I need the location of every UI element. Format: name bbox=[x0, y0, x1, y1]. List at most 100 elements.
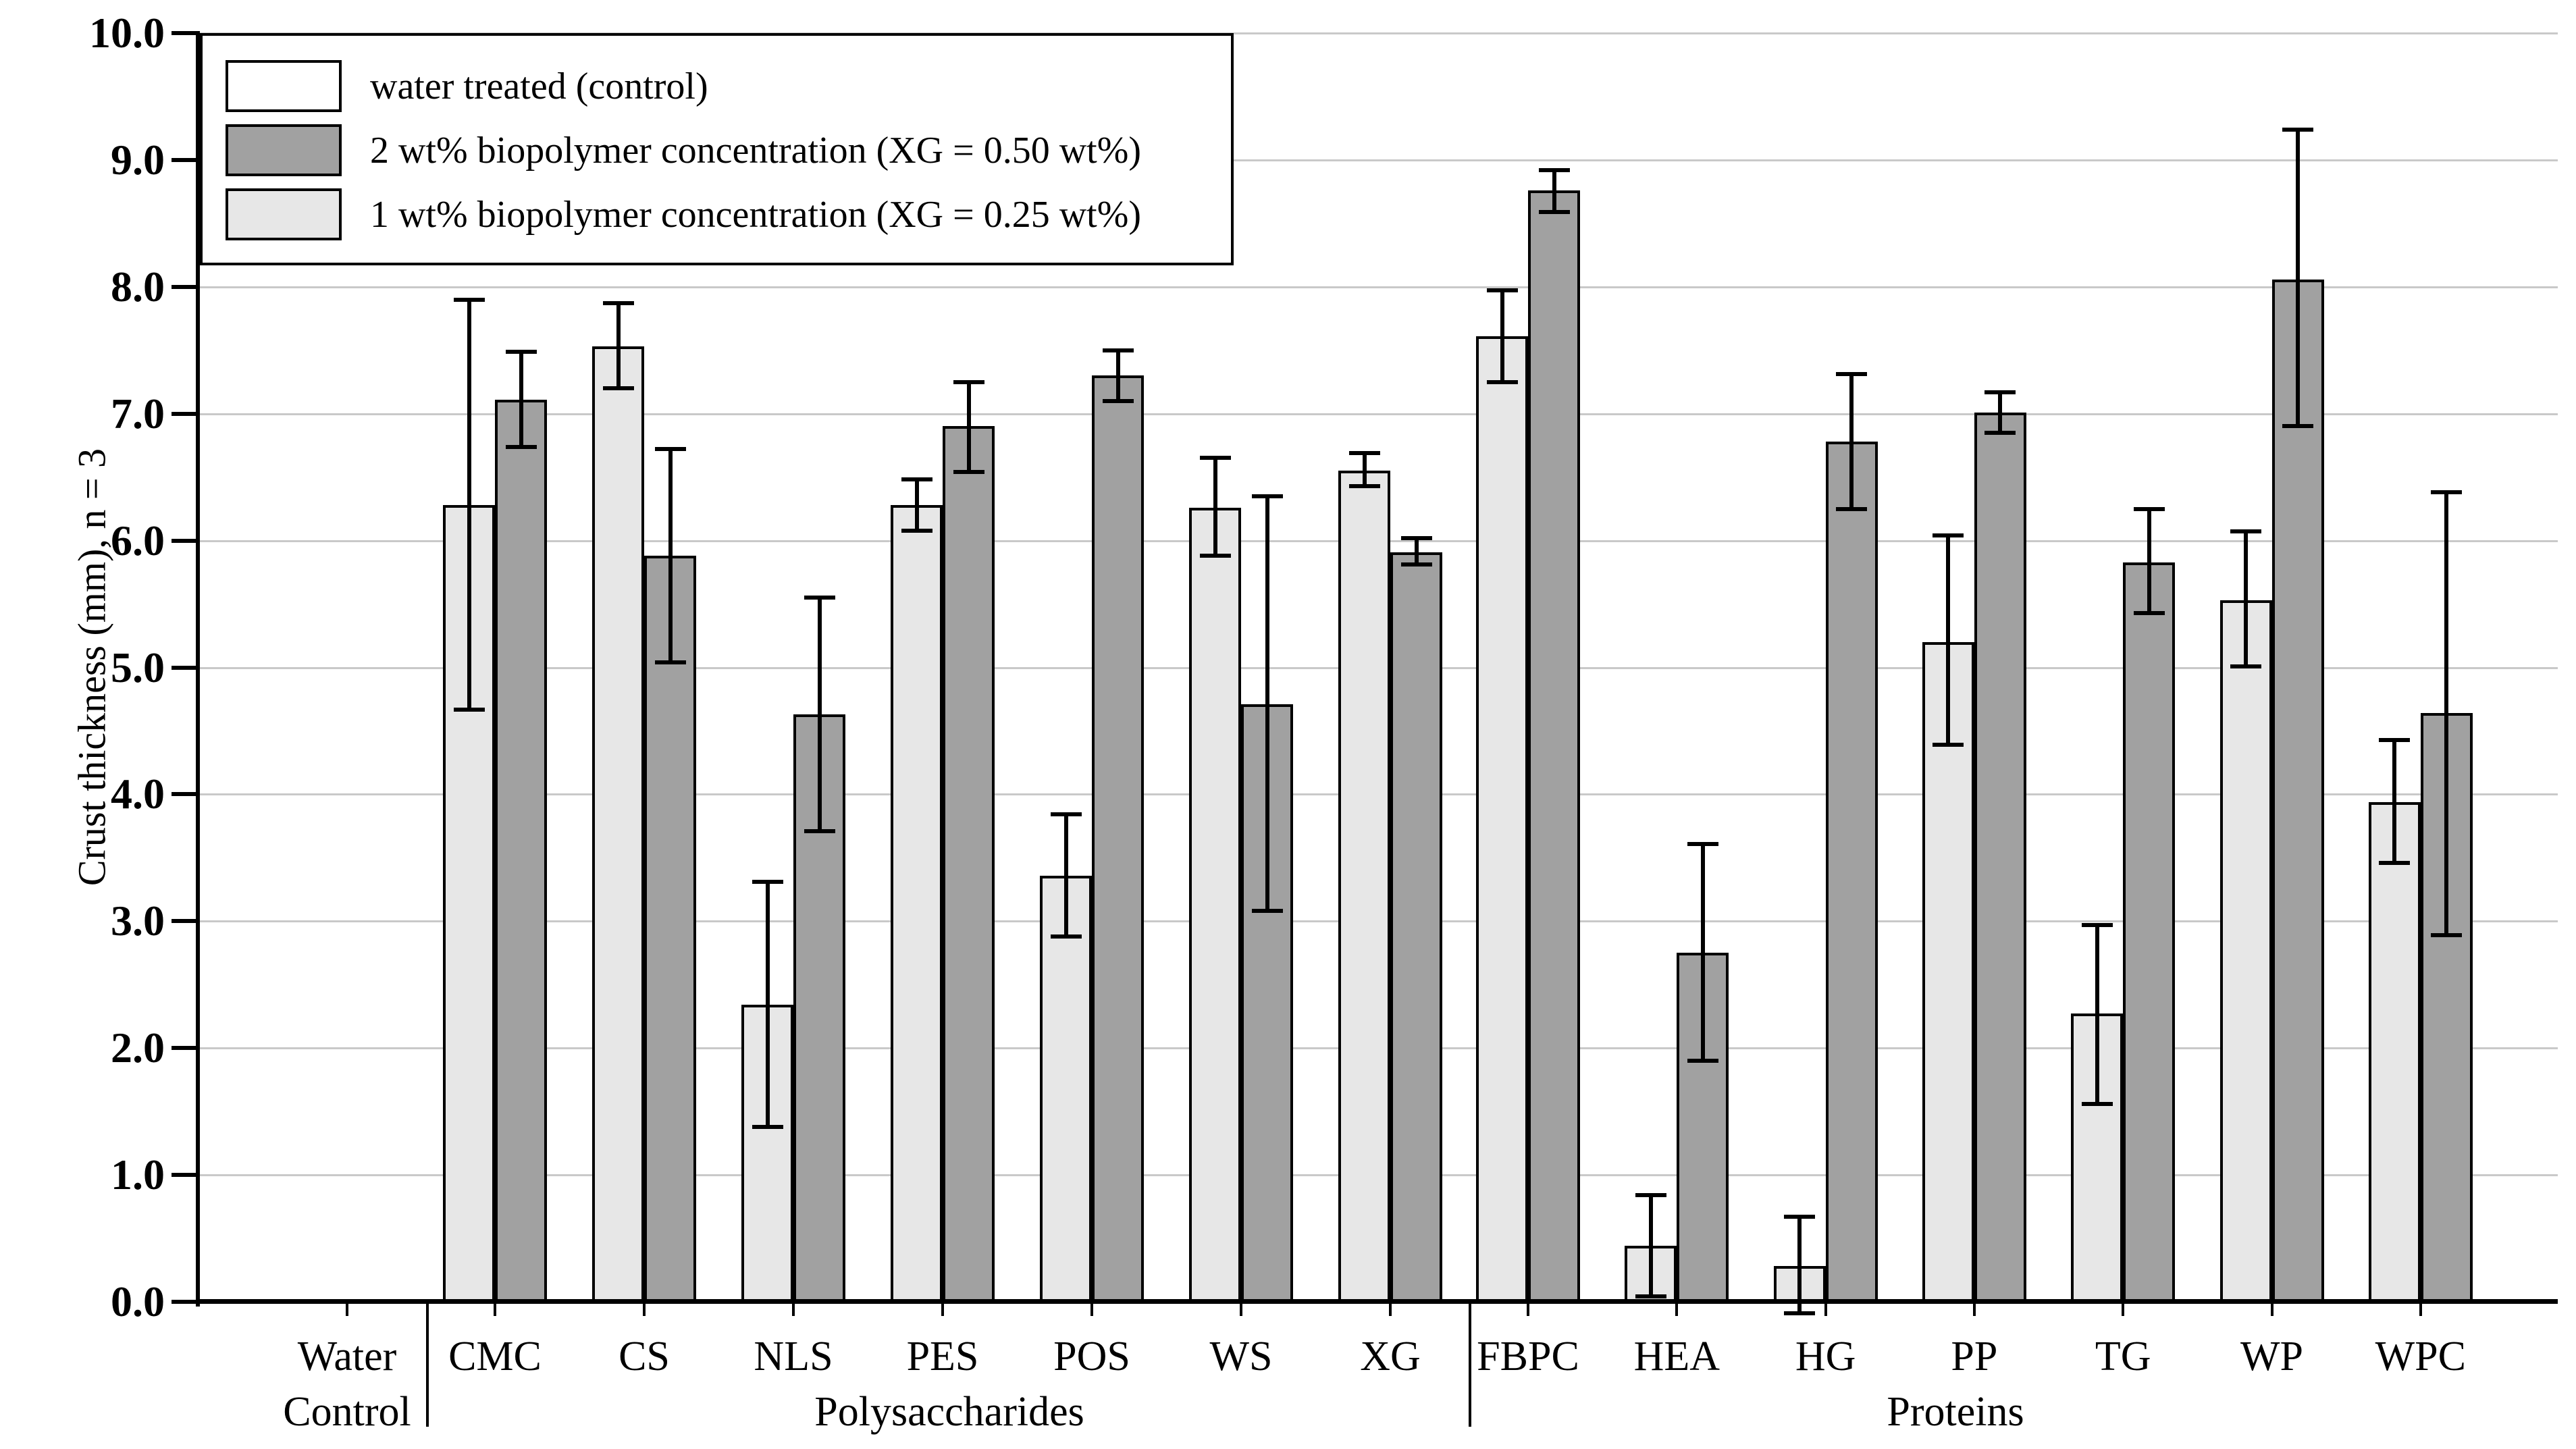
legend-swatch bbox=[226, 124, 342, 176]
error-bar bbox=[1500, 290, 1504, 382]
error-bar-cap-top bbox=[1199, 456, 1231, 460]
error-bar bbox=[1998, 392, 2003, 433]
error-bar bbox=[1414, 537, 1419, 565]
x-tick-mark bbox=[1240, 1302, 1242, 1316]
category-label: WPC bbox=[2375, 1334, 2466, 1379]
x-tick-mark bbox=[1389, 1302, 1392, 1316]
water-control-label-line2: Control bbox=[283, 1389, 411, 1435]
error-bar-cap-bottom bbox=[1486, 379, 1518, 384]
error-bar-cap-top bbox=[2431, 490, 2463, 495]
error-bar bbox=[1700, 843, 1705, 1061]
error-bar-cap-top bbox=[901, 477, 932, 482]
bar bbox=[2271, 279, 2324, 1302]
error-bar-cap-bottom bbox=[1538, 209, 1570, 214]
error-bar bbox=[1797, 1217, 1802, 1313]
y-tick-mark bbox=[172, 1300, 200, 1304]
category-label: PES bbox=[906, 1334, 979, 1379]
x-tick-mark bbox=[2419, 1302, 2422, 1316]
error-bar-cap-top bbox=[453, 297, 485, 302]
category-label: NLS bbox=[754, 1334, 833, 1379]
x-tick-mark bbox=[2270, 1302, 2273, 1316]
error-bar-cap-top bbox=[602, 301, 634, 306]
gridline bbox=[200, 286, 2558, 288]
error-bar-cap-top bbox=[1984, 390, 2016, 394]
bar bbox=[1092, 375, 1144, 1302]
error-bar-cap-top bbox=[1102, 348, 1134, 352]
y-tick-mark bbox=[172, 157, 200, 162]
error-bar-cap-top bbox=[752, 880, 783, 885]
error-bar-cap-bottom bbox=[1784, 1311, 1816, 1315]
y-tick-mark bbox=[172, 919, 200, 924]
error-bar bbox=[1648, 1195, 1653, 1297]
y-tick-mark bbox=[172, 284, 200, 289]
group-separator bbox=[426, 1302, 429, 1427]
bar bbox=[1189, 507, 1241, 1302]
error-bar-cap-bottom bbox=[1102, 398, 1134, 403]
y-tick-label: 4.0 bbox=[111, 770, 165, 818]
error-bar-cap-bottom bbox=[2282, 424, 2313, 429]
error-bar bbox=[914, 479, 919, 531]
category-label: XG bbox=[1360, 1334, 1421, 1379]
category-label: TG bbox=[2095, 1334, 2151, 1379]
bar bbox=[2368, 801, 2421, 1302]
category-label: CMC bbox=[448, 1334, 542, 1379]
bar bbox=[1528, 190, 1580, 1302]
x-tick-mark bbox=[643, 1302, 646, 1316]
y-tick-label: 5.0 bbox=[111, 643, 165, 691]
gridline bbox=[200, 413, 2558, 415]
bar bbox=[1476, 336, 1528, 1302]
category-label: WS bbox=[1209, 1334, 1273, 1379]
bar bbox=[2123, 562, 2176, 1302]
y-tick-mark bbox=[172, 538, 200, 543]
category-label: HG bbox=[1795, 1334, 1856, 1379]
error-bar bbox=[1552, 169, 1556, 212]
error-bar bbox=[1946, 535, 1951, 745]
error-bar bbox=[2392, 739, 2397, 863]
y-tick-label: 9.0 bbox=[111, 135, 165, 184]
error-bar-cap-bottom bbox=[1984, 430, 2016, 435]
error-bar bbox=[966, 381, 971, 473]
error-bar-cap-bottom bbox=[453, 707, 485, 712]
error-bar bbox=[1115, 350, 1120, 401]
x-tick-mark bbox=[2122, 1302, 2125, 1316]
x-tick-mark bbox=[1090, 1302, 1093, 1316]
legend-entry: 2 wt% biopolymer concentration (XG = 0.5… bbox=[203, 119, 1231, 182]
x-axis-line bbox=[200, 1299, 2558, 1304]
x-tick-mark bbox=[941, 1302, 944, 1316]
error-bar-cap-top bbox=[2230, 529, 2261, 534]
y-tick-label: 7.0 bbox=[111, 389, 165, 438]
legend-label: 1 wt% biopolymer concentration (XG = 0.2… bbox=[370, 194, 1141, 236]
error-bar-cap-bottom bbox=[901, 528, 932, 533]
y-tick-mark bbox=[172, 792, 200, 797]
bar bbox=[1390, 552, 1442, 1302]
legend-swatch bbox=[226, 188, 342, 240]
x-tick-mark bbox=[792, 1302, 795, 1316]
y-tick-label: 6.0 bbox=[111, 516, 165, 564]
error-bar bbox=[2296, 129, 2300, 427]
error-bar-cap-bottom bbox=[1348, 483, 1380, 488]
error-bar-cap-bottom bbox=[602, 386, 634, 391]
error-bar-cap-top bbox=[1050, 812, 1082, 817]
legend-label: 2 wt% biopolymer concentration (XG = 0.5… bbox=[370, 130, 1141, 172]
y-tick-label: 3.0 bbox=[111, 897, 165, 945]
error-bar-cap-top bbox=[953, 379, 984, 384]
x-tick-mark bbox=[1972, 1302, 1976, 1316]
error-bar-cap-bottom bbox=[1251, 909, 1283, 914]
bar bbox=[1040, 875, 1092, 1302]
error-bar bbox=[2147, 508, 2151, 613]
x-tick-mark bbox=[346, 1302, 348, 1316]
error-bar-cap-bottom bbox=[804, 828, 835, 833]
legend-entry: water treated (control) bbox=[203, 55, 1231, 118]
error-bar-cap-bottom bbox=[1836, 506, 1868, 511]
error-bar bbox=[2444, 492, 2449, 935]
error-bar bbox=[467, 299, 471, 710]
x-tick-mark bbox=[1527, 1302, 1529, 1316]
error-bar-cap-top bbox=[1348, 450, 1380, 455]
plot-area: water treated (control) 2 wt% biopolymer … bbox=[200, 32, 2558, 1315]
error-bar-cap-bottom bbox=[752, 1124, 783, 1129]
y-axis-line bbox=[196, 33, 200, 1307]
error-bar-cap-top bbox=[2282, 127, 2313, 132]
category-label: POS bbox=[1053, 1334, 1130, 1379]
error-bar-cap-bottom bbox=[1199, 554, 1231, 558]
